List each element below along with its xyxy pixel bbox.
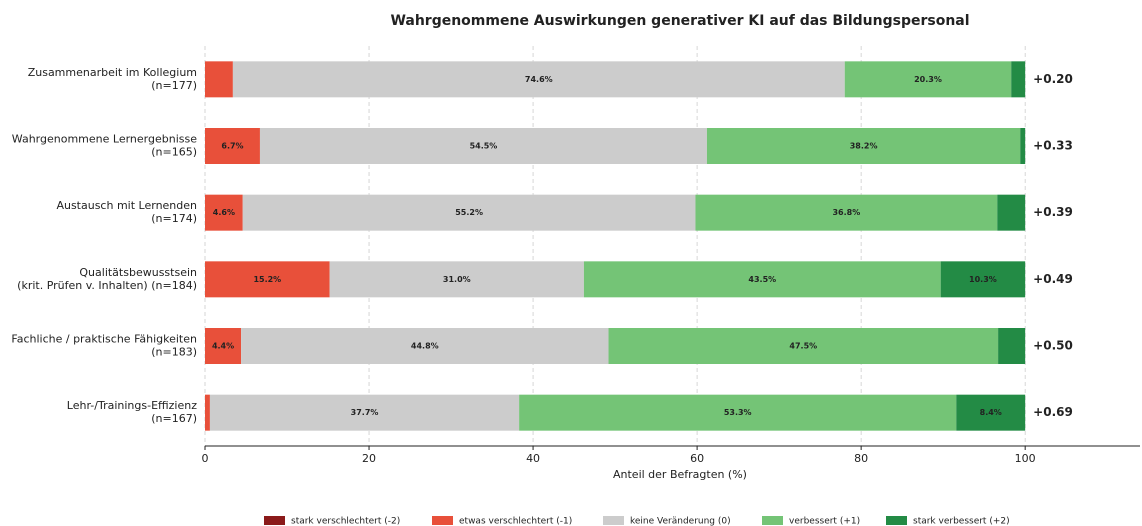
legend-label: etwas verschlechtert (-1) bbox=[459, 517, 572, 526]
value-label: 6.7% bbox=[221, 142, 243, 151]
value-label: 47.5% bbox=[789, 342, 817, 351]
legend-label: keine Veränderung (0) bbox=[630, 517, 731, 526]
legend-swatch bbox=[603, 516, 624, 525]
net-score: +0.33 bbox=[1033, 139, 1073, 153]
y-tick-label: (n=183) bbox=[151, 346, 197, 359]
value-label: 4.4% bbox=[212, 342, 234, 351]
y-tick-label: Lehr-/Trainings-Effizienz bbox=[67, 399, 197, 412]
bar-segment bbox=[205, 261, 330, 298]
bar-segment bbox=[706, 128, 1021, 164]
y-tick-label: Austausch mit Lernenden bbox=[56, 199, 197, 212]
net-score: +0.69 bbox=[1033, 405, 1073, 419]
bar-segment bbox=[583, 261, 941, 298]
bar-segment bbox=[1011, 61, 1026, 98]
value-label: 44.8% bbox=[411, 342, 439, 351]
y-tick-label: Qualitätsbewusstsein bbox=[79, 266, 197, 279]
x-tick-label: 100 bbox=[1015, 452, 1036, 465]
value-label: 43.5% bbox=[748, 275, 776, 284]
net-score: +0.50 bbox=[1033, 339, 1073, 353]
x-tick-label: 20 bbox=[362, 452, 376, 465]
legend-swatch bbox=[762, 516, 783, 525]
y-tick-label: Fachliche / praktische Fähigkeiten bbox=[11, 333, 197, 346]
bar-segment bbox=[997, 194, 1026, 231]
bar-segment bbox=[695, 194, 998, 231]
bar-segment bbox=[956, 394, 1026, 431]
value-label: 4.6% bbox=[213, 208, 235, 217]
y-tick-label: (n=177) bbox=[151, 79, 197, 92]
y-tick-label: (n=174) bbox=[151, 212, 197, 225]
bar-segment bbox=[205, 61, 233, 98]
value-label: 8.4% bbox=[980, 408, 1002, 417]
value-label: 37.7% bbox=[351, 408, 379, 417]
value-label: 36.8% bbox=[832, 208, 860, 217]
bar-segment bbox=[205, 394, 210, 431]
legend-swatch bbox=[432, 516, 453, 525]
bar-segment bbox=[209, 394, 520, 431]
legend-label: verbessert (+1) bbox=[789, 517, 860, 526]
x-tick-label: 40 bbox=[526, 452, 540, 465]
y-tick-label: (krit. Prüfen v. Inhalten) (n=184) bbox=[17, 279, 197, 292]
value-label: 53.3% bbox=[724, 408, 752, 417]
bar-segment bbox=[242, 194, 696, 231]
value-label: 31.0% bbox=[443, 275, 471, 284]
legend-swatch bbox=[886, 516, 907, 525]
bar-segment bbox=[1020, 128, 1026, 164]
x-tick-label: 0 bbox=[202, 452, 209, 465]
legend-swatch bbox=[264, 516, 285, 525]
net-score: +0.49 bbox=[1033, 272, 1073, 286]
value-label: 20.3% bbox=[914, 75, 942, 84]
value-label: 54.5% bbox=[470, 142, 498, 151]
value-label: 10.3% bbox=[969, 275, 997, 284]
x-tick-label: 80 bbox=[854, 452, 868, 465]
y-tick-label: (n=167) bbox=[151, 412, 197, 425]
net-score: +0.20 bbox=[1033, 72, 1073, 86]
y-tick-label: (n=165) bbox=[151, 146, 197, 159]
x-axis-label: Anteil der Befragten (%) bbox=[613, 468, 747, 481]
bar-segment bbox=[259, 128, 707, 164]
bar-segment bbox=[608, 328, 999, 364]
value-label: 74.6% bbox=[525, 75, 553, 84]
bar-segment bbox=[241, 328, 609, 364]
bar-segment bbox=[329, 261, 584, 298]
y-tick-label: Wahrgenommene Lernergebnisse bbox=[12, 133, 197, 146]
y-tick-label: Zusammenarbeit im Kollegium bbox=[28, 66, 197, 79]
bar-segment bbox=[205, 328, 242, 364]
legend-label: stark verbessert (+2) bbox=[913, 517, 1010, 526]
bar-segment bbox=[519, 394, 957, 431]
bar-segment bbox=[998, 328, 1026, 364]
bar-segment bbox=[940, 261, 1026, 298]
bar-segment bbox=[844, 61, 1012, 98]
value-label: 55.2% bbox=[455, 208, 483, 217]
chart-title: Wahrgenommene Auswirkungen generativer K… bbox=[390, 13, 969, 29]
legend-label: stark verschlechtert (-2) bbox=[291, 517, 400, 526]
net-score: +0.39 bbox=[1033, 205, 1073, 219]
x-tick-label: 60 bbox=[690, 452, 704, 465]
value-label: 15.2% bbox=[253, 275, 281, 284]
bar-segment bbox=[205, 194, 243, 231]
value-label: 38.2% bbox=[850, 142, 878, 151]
bar-segment bbox=[232, 61, 845, 98]
bar-segment bbox=[205, 128, 260, 164]
